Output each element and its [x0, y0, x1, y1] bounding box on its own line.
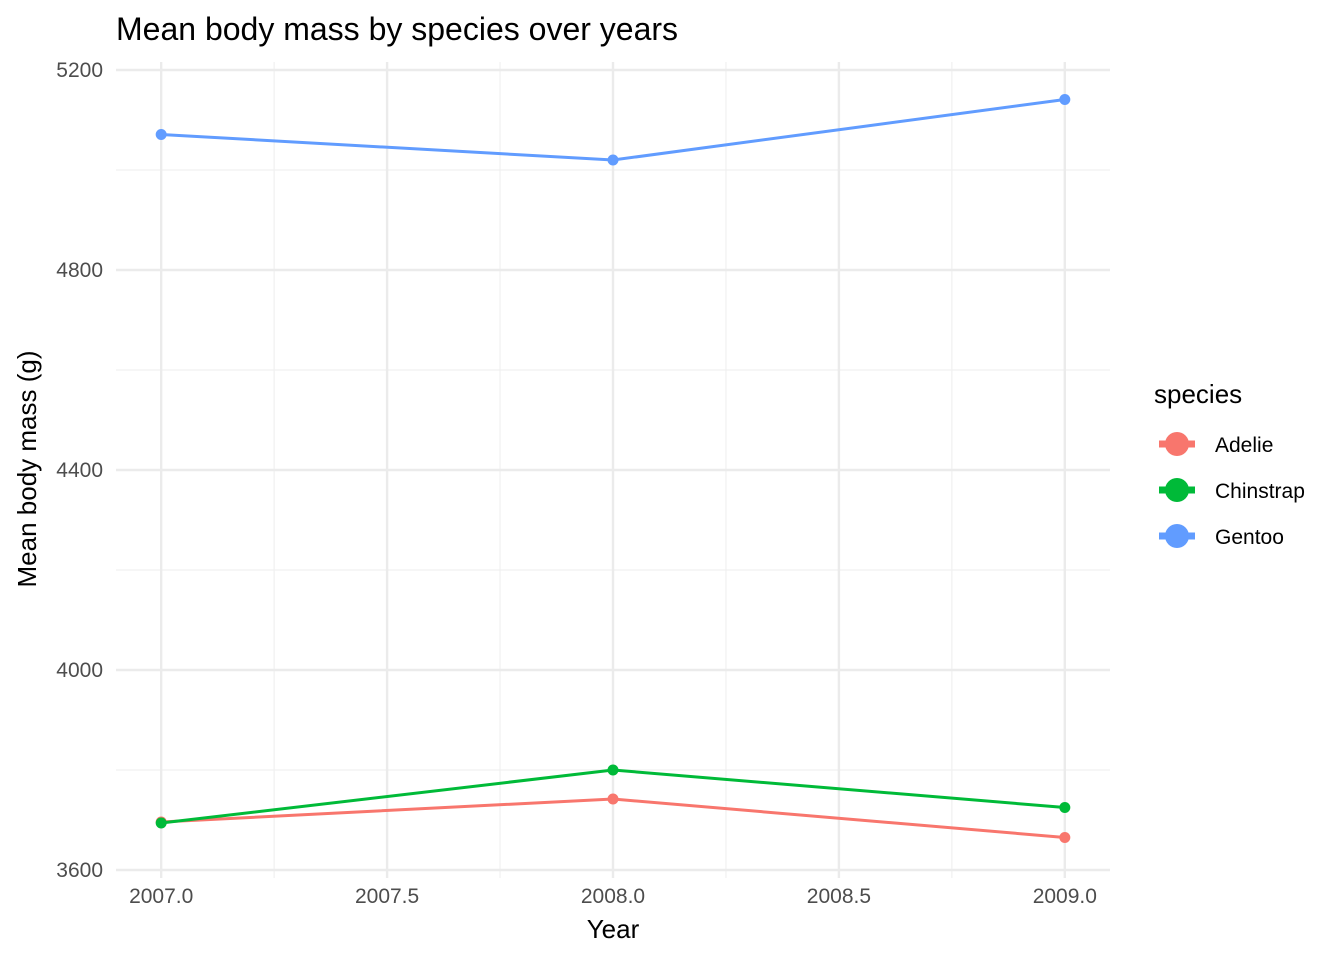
- legend-label-chinstrap: Chinstrap: [1215, 480, 1305, 503]
- y-tick-labels: 3600 4000 4400 4800 5200: [56, 59, 103, 882]
- data-point-chinstrap: [607, 764, 619, 776]
- grid-lines: [116, 62, 1110, 878]
- y-tick-label: 4000: [56, 659, 103, 682]
- legend: species Adelie Chinstrap Gentoo: [1154, 379, 1305, 549]
- data-point-chinstrap: [1059, 802, 1071, 813]
- series-gentoo: [155, 94, 1071, 166]
- legend-key-point-gentoo: [1165, 524, 1189, 548]
- data-point-gentoo: [607, 154, 619, 166]
- data-point-gentoo: [155, 129, 167, 140]
- legend-label-gentoo: Gentoo: [1215, 526, 1284, 549]
- y-tick-label: 4400: [56, 459, 103, 482]
- x-tick-label: 2008.5: [807, 885, 871, 908]
- legend-key-point-adelie: [1165, 432, 1189, 456]
- data-point-gentoo: [1059, 94, 1071, 105]
- legend-title: species: [1154, 379, 1242, 409]
- x-tick-label: 2007.0: [129, 885, 193, 908]
- x-tick-label: 2007.5: [355, 885, 419, 908]
- x-tick-label: 2008.0: [581, 885, 645, 908]
- x-tick-labels: 2007.0 2007.5 2008.0 2008.5 2009.0: [129, 885, 1097, 908]
- x-axis-label: Year: [587, 914, 640, 944]
- y-axis-label: Mean body mass (g): [12, 351, 42, 588]
- chart-title: Mean body mass by species over years: [116, 11, 678, 47]
- y-tick-label: 5200: [56, 59, 103, 82]
- data-point-adelie: [1059, 832, 1071, 843]
- data-point-adelie: [607, 793, 619, 805]
- series-chinstrap: [155, 764, 1071, 829]
- x-tick-label: 2009.0: [1033, 885, 1097, 908]
- y-tick-label: 4800: [56, 259, 103, 282]
- y-tick-label: 3600: [56, 859, 103, 882]
- legend-label-adelie: Adelie: [1215, 434, 1273, 457]
- data-point-chinstrap: [155, 817, 167, 829]
- series-group: [155, 94, 1071, 843]
- legend-key-point-chinstrap: [1165, 478, 1189, 502]
